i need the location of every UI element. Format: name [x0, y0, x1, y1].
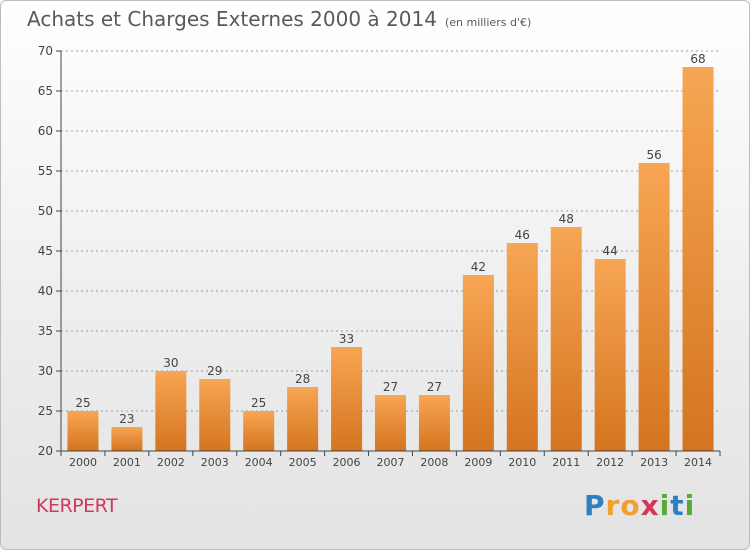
x-tick-label: 2011	[552, 456, 580, 469]
bar	[331, 347, 363, 451]
logo-letter: x	[640, 489, 660, 522]
y-tick-label: 35	[38, 324, 53, 338]
x-tick-label: 2004	[245, 456, 273, 469]
x-tick-label: 2014	[684, 456, 712, 469]
bar	[375, 395, 406, 451]
x-tick-label: 2009	[464, 456, 492, 469]
bar	[111, 427, 143, 451]
y-tick-label: 45	[38, 244, 53, 258]
x-tick-label: 2008	[420, 456, 448, 469]
bar	[682, 67, 714, 451]
bar-value-label: 44	[603, 244, 618, 258]
bar-value-label: 25	[75, 396, 90, 410]
bar-value-label: 30	[163, 356, 178, 370]
y-tick-label: 50	[38, 204, 53, 218]
bars	[67, 67, 714, 451]
bar	[287, 387, 319, 451]
bar	[67, 411, 99, 451]
x-tick-label: 2007	[377, 456, 405, 469]
proxiti-logo: Proxiti	[584, 489, 695, 522]
y-tick-label: 55	[38, 164, 53, 178]
labels: 20 25 30 35 40 45 50 55 60 65 70 25 2000 23 2001 30 2002…	[38, 44, 712, 469]
x-tick-label: 2000	[69, 456, 97, 469]
bar	[506, 243, 538, 451]
y-tick-label: 20	[38, 444, 53, 458]
bar-value-label: 48	[559, 212, 574, 226]
y-tick-label: 60	[38, 124, 53, 138]
bar	[550, 227, 582, 451]
bar-value-label: 25	[251, 396, 266, 410]
bar-value-label: 28	[295, 372, 310, 386]
axes	[56, 50, 721, 456]
x-tick-label: 2010	[508, 456, 536, 469]
bar	[199, 379, 231, 451]
y-tick-label: 65	[38, 84, 53, 98]
bar-value-label: 23	[119, 412, 134, 426]
x-tick-label: 2006	[333, 456, 361, 469]
chart-title: Achats et Charges Externes 2000 à 2014	[27, 7, 437, 31]
y-tick-label: 25	[38, 404, 53, 418]
logo-letter: P	[584, 489, 606, 522]
logo-letter: i	[684, 489, 696, 522]
logo-letter: r	[605, 489, 621, 522]
bar-value-label: 33	[339, 332, 354, 346]
x-tick-label: 2002	[157, 456, 185, 469]
bar	[418, 395, 450, 451]
bar-value-label: 29	[207, 364, 222, 378]
x-tick-label: 2013	[640, 456, 668, 469]
commune-name: KERPERT	[36, 495, 118, 517]
bar-value-label: 27	[383, 380, 398, 394]
chart-subtitle: (en milliers d'€)	[444, 16, 532, 29]
y-tick-label: 70	[38, 44, 53, 58]
y-tick-label: 40	[38, 284, 53, 298]
bar-value-label: 46	[515, 228, 530, 242]
bar-value-label: 27	[427, 380, 442, 394]
x-tick-label: 2001	[113, 456, 141, 469]
x-tick-label: 2012	[596, 456, 624, 469]
bar-value-label: 68	[690, 52, 705, 66]
logo-letter: t	[670, 489, 685, 522]
bar-value-label: 56	[646, 148, 661, 162]
title-row: Achats et Charges Externes 2000 à 2014 (e…	[27, 7, 531, 31]
bar	[594, 259, 626, 451]
bar	[462, 275, 494, 451]
bar	[638, 163, 670, 451]
bar	[155, 371, 187, 451]
logo-letter: i	[659, 489, 671, 522]
y-tick-label: 30	[38, 364, 53, 378]
logo-letter: o	[620, 489, 641, 522]
x-tick-label: 2005	[289, 456, 317, 469]
bar	[243, 411, 275, 451]
bar-value-label: 42	[471, 260, 486, 274]
x-tick-label: 2003	[201, 456, 229, 469]
